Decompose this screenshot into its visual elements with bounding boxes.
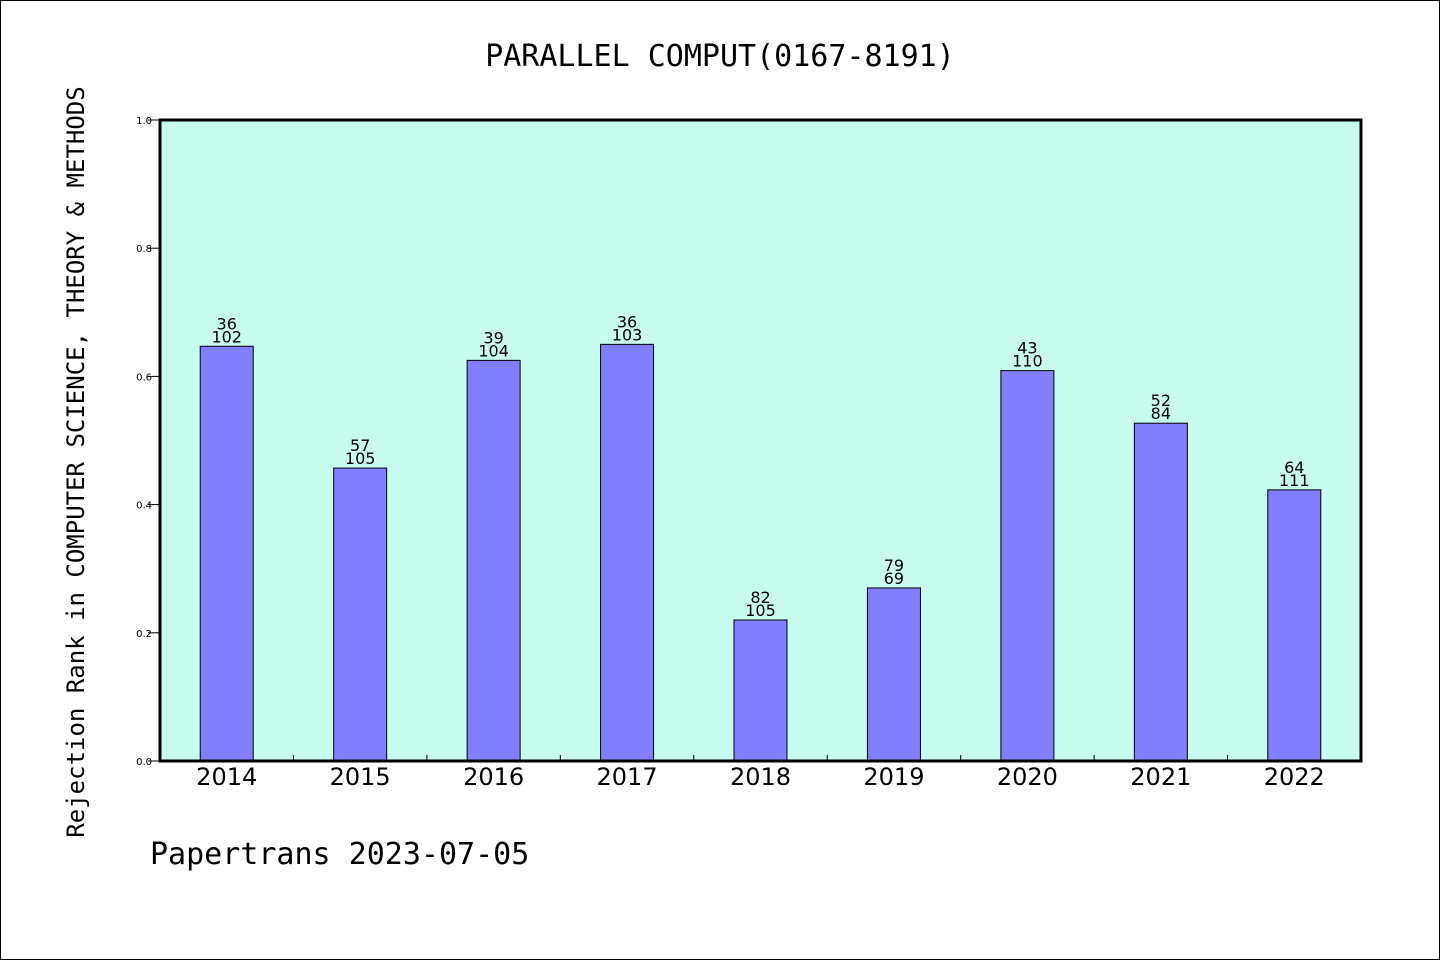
bar-2019	[866, 587, 921, 762]
data-label-top-2019: 79	[884, 556, 904, 575]
bars	[199, 343, 1322, 762]
y-tick-label-3: 0.6	[136, 372, 152, 383]
plot-border	[158, 118, 1363, 763]
chart-title: PARALLEL COMPUT(0167-8191)	[485, 39, 955, 74]
bar-2014	[199, 345, 254, 762]
data-label-top-2021: 52	[1151, 391, 1171, 410]
bar-2017	[600, 343, 655, 762]
data-label-bottom-2018: 105	[745, 601, 776, 620]
bar-2022	[1267, 489, 1322, 762]
data-label-top-2018: 82	[750, 588, 770, 607]
data-label-bottom-2014: 102	[211, 327, 242, 346]
bar-2015	[333, 467, 388, 762]
data-labels: 3610257105391043610382105796943110528464…	[211, 312, 1309, 620]
data-label-bottom-2021: 84	[1151, 404, 1171, 423]
x-tick-label-2017: 2017	[597, 763, 658, 791]
x-tick-label-2014: 2014	[196, 763, 257, 791]
data-label-bottom-2019: 69	[884, 569, 904, 588]
bar-2018	[733, 619, 788, 762]
bar-2016	[466, 359, 521, 762]
data-label-bottom-2022: 111	[1279, 471, 1310, 490]
data-label-top-2020: 43	[1017, 339, 1037, 358]
y-tick-label-4: 0.8	[136, 244, 152, 255]
bar-2020	[1000, 370, 1055, 762]
x-axis: 2014 2015 2016 2017 2018 2019 2020 2021 2022	[196, 755, 1325, 791]
x-tick-label-2018: 2018	[730, 763, 791, 791]
x-tick-label-2019: 2019	[863, 763, 924, 791]
data-label-bottom-2017: 103	[612, 325, 643, 344]
y-tick-label-0: 0.0	[136, 757, 152, 768]
data-label-top-2014: 36	[217, 314, 237, 333]
data-label-top-2022: 64	[1284, 458, 1304, 477]
data-label-bottom-2015: 105	[345, 449, 376, 468]
x-tick-label-2016: 2016	[463, 763, 524, 791]
data-label-bottom-2020: 110	[1012, 352, 1043, 371]
y-tick-label-5: 1.0	[136, 116, 152, 127]
x-tick-label-2015: 2015	[330, 763, 391, 791]
data-label-bottom-2016: 104	[478, 341, 509, 360]
y-tick-label-2: 0.4	[136, 501, 152, 512]
data-label-top-2016: 39	[483, 328, 503, 347]
bar-2021	[1133, 422, 1188, 762]
x-tick-label-2021: 2021	[1130, 763, 1191, 791]
x-tick-label-2020: 2020	[997, 763, 1058, 791]
footer-text: Papertrans 2023-07-05	[150, 837, 529, 872]
y-tick-label-1: 0.2	[136, 629, 152, 640]
x-tick-label-2022: 2022	[1264, 763, 1325, 791]
data-label-top-2017: 36	[617, 312, 637, 331]
y-axis-label: Rejection Rank in COMPUTER SCIENCE, THEO…	[62, 86, 90, 837]
y-axis: 0.0 0.2 0.4 0.6 0.8 1.0	[136, 116, 160, 768]
data-label-top-2015: 57	[350, 436, 370, 455]
